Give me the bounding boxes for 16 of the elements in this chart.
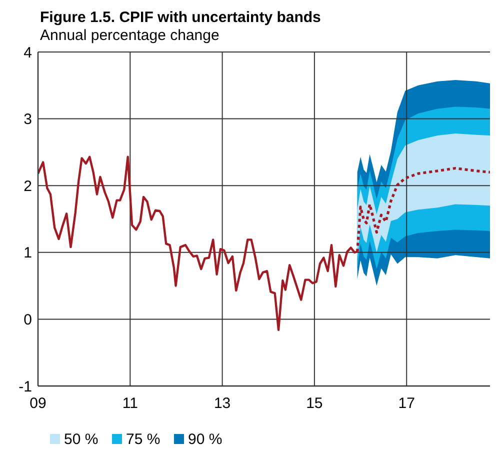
x-tick-label: 11 <box>122 395 138 412</box>
legend-label: 50 % <box>64 431 98 448</box>
y-tick-label: 4 <box>24 44 32 62</box>
x-tick-label: 09 <box>30 395 46 412</box>
legend-label: 75 % <box>126 431 160 448</box>
y-tick-label: 3 <box>24 111 32 128</box>
y-tick-label: 1 <box>24 244 32 262</box>
x-tick-label: 15 <box>306 395 323 412</box>
x-tick-label: 17 <box>398 395 415 412</box>
legend-label: 90 % <box>188 431 222 448</box>
y-tick-label: -1 <box>18 378 32 396</box>
y-tick-label: 0 <box>24 311 32 328</box>
chart-title: Figure 1.5. CPIF with uncertainty bands <box>40 9 321 26</box>
chart-subtitle: Annual percentage change <box>40 27 220 44</box>
x-tick-label: 13 <box>214 395 231 412</box>
y-tick-label: 2 <box>24 178 32 195</box>
